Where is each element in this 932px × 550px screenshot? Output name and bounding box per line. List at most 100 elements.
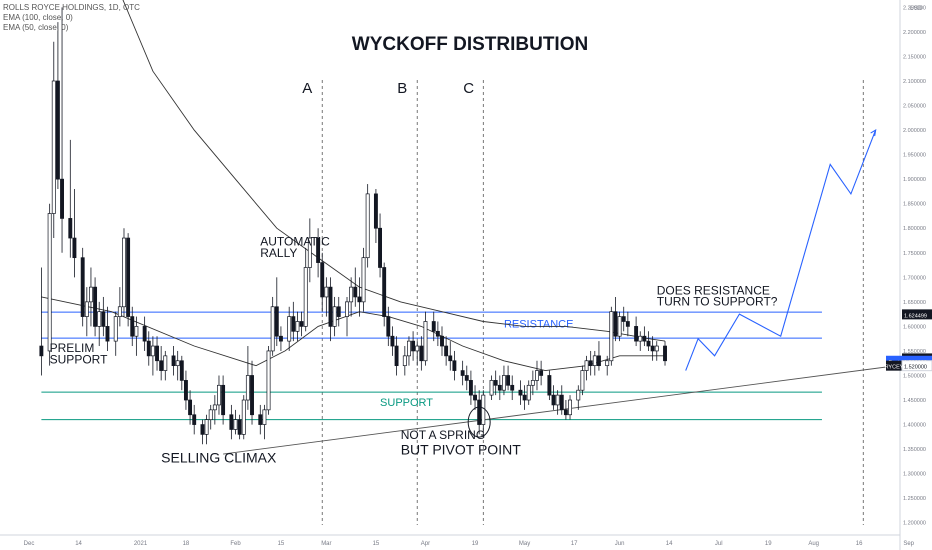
candle <box>328 277 333 342</box>
candle-body <box>204 419 209 435</box>
annotation-text: AUTOMATIC <box>260 234 330 248</box>
candle-body <box>642 335 647 342</box>
candle <box>51 41 56 239</box>
x-tick-label: 14 <box>75 541 82 547</box>
candle <box>473 385 477 410</box>
candle-body <box>192 414 197 425</box>
candle <box>419 336 424 371</box>
candle-body <box>621 316 626 322</box>
candle-body <box>188 399 193 416</box>
candle <box>468 370 473 405</box>
x-tick-label: Feb <box>230 541 241 547</box>
candle <box>336 296 341 327</box>
candle <box>402 346 407 376</box>
candle <box>258 404 263 435</box>
candle <box>266 346 271 415</box>
candle-body <box>171 355 176 367</box>
candle-body <box>324 286 329 298</box>
candle-body <box>390 335 395 347</box>
candle <box>568 395 572 420</box>
candle-body <box>654 345 659 352</box>
y-tick-label: 2.100000 <box>903 79 926 85</box>
x-tick-label: 17 <box>571 541 578 547</box>
candle <box>68 139 73 258</box>
y-tick-label: 2.050000 <box>903 104 926 110</box>
candle-body <box>101 311 106 327</box>
candle <box>394 336 399 376</box>
candle-body <box>328 286 333 327</box>
candle-body <box>221 384 226 416</box>
candle <box>175 350 180 381</box>
candle-body <box>440 335 444 347</box>
candle <box>159 346 164 381</box>
candle-body <box>518 389 523 396</box>
y-tick-label: 2.200000 <box>903 30 926 36</box>
candle-body <box>497 384 502 391</box>
candle-body <box>266 350 271 411</box>
x-tick-label: Dec <box>24 541 35 547</box>
candle-body <box>378 227 383 268</box>
candle <box>221 375 226 425</box>
candle-body <box>634 326 639 342</box>
phase-label-c: C <box>463 80 474 97</box>
candle-body <box>217 384 221 406</box>
candle <box>150 336 155 376</box>
candle <box>361 247 366 312</box>
candle <box>229 404 234 440</box>
candle <box>155 336 159 371</box>
candle-body <box>212 404 217 411</box>
candle <box>39 267 44 376</box>
y-tick-label: 1.400000 <box>903 423 926 429</box>
candle-body <box>200 424 205 435</box>
y-tick-label: 1.700000 <box>903 275 926 281</box>
candle <box>126 233 131 327</box>
x-tick-label: Jul <box>715 541 723 547</box>
annotation-text: TURN TO SUPPORT? <box>657 294 778 308</box>
annotation-text: BUT PIVOT POINT <box>401 442 522 458</box>
y-tick-label: 1.900000 <box>903 177 926 183</box>
candle-body <box>122 237 126 308</box>
candle <box>353 267 358 307</box>
candle-body <box>316 237 321 263</box>
candle <box>295 311 300 342</box>
candle <box>605 355 610 376</box>
candle-body <box>530 380 535 386</box>
candle <box>411 331 416 361</box>
candle-body <box>357 296 362 303</box>
candle <box>130 306 135 347</box>
candle-body <box>613 311 618 337</box>
candle <box>555 390 560 415</box>
candle <box>559 385 564 415</box>
candle <box>440 326 444 356</box>
candle-body <box>382 267 387 317</box>
candle-body <box>468 380 473 396</box>
candle-body <box>68 218 73 239</box>
candle <box>365 184 370 268</box>
candle-body <box>423 321 428 362</box>
x-tick-label: Apr <box>421 541 430 547</box>
candle-body <box>47 213 52 352</box>
candle-body <box>663 345 667 362</box>
candle <box>489 375 494 401</box>
candle <box>237 414 242 440</box>
candle-body <box>163 355 168 371</box>
ema-100-legend: EMA (100, close, 0) <box>3 13 73 22</box>
candle-body <box>596 355 601 367</box>
candle <box>345 296 349 337</box>
candle <box>183 370 188 410</box>
candle <box>642 326 647 347</box>
candle <box>47 203 52 366</box>
price-label <box>902 309 932 320</box>
candle <box>563 400 568 420</box>
candle <box>270 296 275 356</box>
candle <box>299 311 304 337</box>
candle <box>477 390 482 435</box>
candle <box>580 365 585 396</box>
candle <box>444 336 449 366</box>
candle-body <box>353 286 358 298</box>
candle <box>122 228 126 317</box>
candle-body <box>287 316 292 342</box>
candle <box>378 213 383 278</box>
y-tick-label: 1.850000 <box>903 202 926 208</box>
